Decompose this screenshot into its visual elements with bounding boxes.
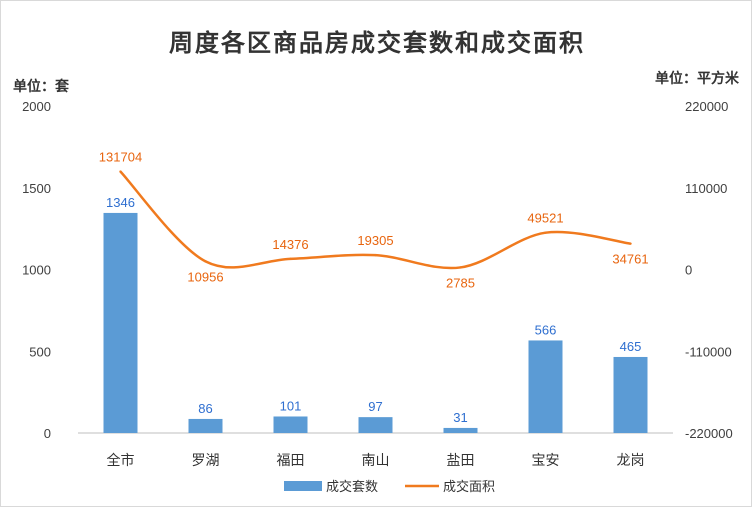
line-point (629, 242, 632, 245)
line-point (459, 266, 462, 269)
line-point (289, 257, 292, 261)
bar (103, 212, 138, 433)
left-axis-tick-label: 1500 (22, 181, 51, 196)
bar-data-label: 465 (620, 339, 642, 354)
bar (528, 340, 563, 433)
bar (358, 417, 393, 433)
line-point (119, 170, 122, 173)
right-axis-unit: 单位：平方米 (655, 70, 740, 87)
line-data-label: 34761 (612, 252, 648, 267)
right-axis-tick-label: -110000 (685, 344, 732, 359)
line-data-label: 14376 (272, 237, 308, 252)
bar (613, 356, 648, 433)
legend-bar-swatch (284, 481, 322, 491)
line-data-label: 49521 (527, 211, 563, 226)
bar-data-label: 86 (198, 401, 212, 416)
category-label: 福田 (277, 453, 305, 469)
legend-bar-label: 成交套数 (326, 479, 378, 495)
line-point (544, 231, 547, 234)
category-label: 宝安 (532, 453, 560, 469)
line-point (204, 260, 207, 263)
line-data-label: 131704 (99, 150, 142, 165)
left-axis-unit: 单位：套 (13, 78, 69, 95)
chart-title: 周度各区商品房成交套数和成交面积 (169, 28, 585, 57)
legend-line-label: 成交面积 (443, 479, 495, 495)
line-data-label: 2785 (446, 275, 475, 290)
left-axis-tick-label: 2000 (22, 99, 51, 114)
category-label: 罗湖 (192, 453, 220, 469)
right-axis-tick-label: 220000 (685, 99, 728, 114)
bar (188, 418, 223, 433)
legend: 成交套数 成交面积 (284, 479, 495, 495)
line-point (374, 253, 377, 257)
bar-data-label: 566 (535, 322, 557, 337)
line-data-label: 19305 (357, 233, 393, 248)
category-label: 盐田 (447, 453, 475, 469)
left-axis-tick-label: 0 (44, 426, 51, 441)
category-label: 南山 (362, 453, 390, 469)
line-data-label: 10956 (187, 269, 223, 284)
plot-area: 0 500 1000 1500 2000 -220000 -110000 0 110000 220… (22, 99, 733, 469)
right-axis-tick-label: 110000 (685, 181, 727, 196)
category-label: 龙岗 (617, 453, 645, 469)
bar-data-label: 101 (280, 398, 302, 413)
bar (443, 427, 478, 433)
right-axis-tick-label: 0 (685, 263, 692, 278)
left-axis-tick-label: 500 (29, 344, 51, 359)
bar-data-label: 1346 (106, 195, 135, 210)
right-axis-tick-label: -220000 (685, 426, 733, 441)
bar-data-label: 31 (453, 410, 467, 425)
left-axis-tick-label: 1000 (22, 263, 51, 278)
bar-data-label: 97 (368, 399, 382, 414)
bar (273, 416, 308, 433)
category-label: 全市 (107, 452, 135, 469)
